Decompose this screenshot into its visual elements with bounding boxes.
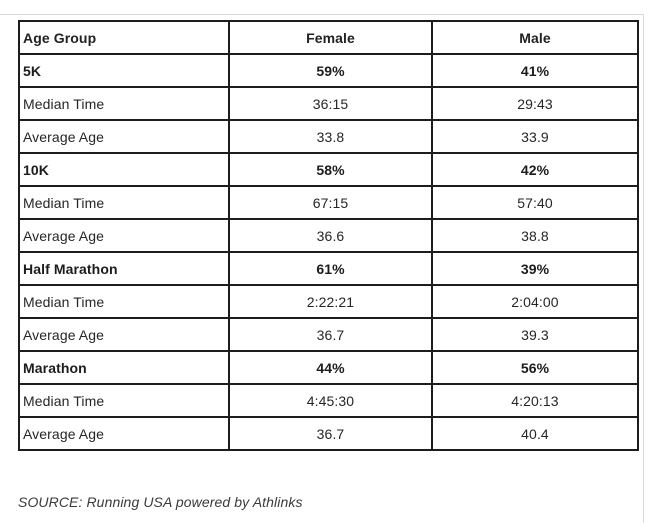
male-value-cell: 39%: [431, 251, 639, 286]
male-value-cell: 40.4: [431, 416, 639, 451]
female-value-cell: 2:22:21: [228, 284, 433, 319]
column-header-female: Female: [228, 20, 433, 55]
table-row: 5K 59% 41%: [18, 53, 639, 88]
female-value-cell: 4:45:30: [228, 383, 433, 418]
table-row: Average Age 33.8 33.9: [18, 119, 639, 154]
male-value-cell: 29:43: [431, 86, 639, 121]
table-row: Average Age 36.6 38.8: [18, 218, 639, 253]
male-value-cell: 57:40: [431, 185, 639, 220]
header-row: Age Group Female Male: [18, 20, 639, 55]
row-label-cell: Average Age: [18, 119, 230, 154]
female-value-cell: 67:15: [228, 185, 433, 220]
table-row: Average Age 36.7 39.3: [18, 317, 639, 352]
male-value-cell: 42%: [431, 152, 639, 187]
row-label-cell: 10K: [18, 152, 230, 187]
row-label-cell: 5K: [18, 53, 230, 88]
male-value-cell: 41%: [431, 53, 639, 88]
female-value-cell: 61%: [228, 251, 433, 286]
male-value-cell: 4:20:13: [431, 383, 639, 418]
row-label-cell: Median Time: [18, 86, 230, 121]
row-label-cell: Median Time: [18, 383, 230, 418]
female-value-cell: 59%: [228, 53, 433, 88]
female-value-cell: 36.7: [228, 416, 433, 451]
male-value-cell: 2:04:00: [431, 284, 639, 319]
row-label-cell: Median Time: [18, 284, 230, 319]
column-header-male: Male: [431, 20, 639, 55]
male-value-cell: 33.9: [431, 119, 639, 154]
row-label-cell: Half Marathon: [18, 251, 230, 286]
table-row: Median Time 4:45:30 4:20:13: [18, 383, 639, 418]
row-label-cell: Marathon: [18, 350, 230, 385]
male-value-cell: 39.3: [431, 317, 639, 352]
female-value-cell: 36:15: [228, 86, 433, 121]
table-row: Average Age 36.7 40.4: [18, 416, 639, 451]
column-header-age-group: Age Group: [18, 20, 230, 55]
table-row: Median Time 67:15 57:40: [18, 185, 639, 220]
female-value-cell: 36.7: [228, 317, 433, 352]
female-value-cell: 44%: [228, 350, 433, 385]
table-row: Median Time 2:22:21 2:04:00: [18, 284, 639, 319]
male-value-cell: 56%: [431, 350, 639, 385]
male-value-cell: 38.8: [431, 218, 639, 253]
row-label-cell: Average Age: [18, 416, 230, 451]
table-row: 10K 58% 42%: [18, 152, 639, 187]
table-row: Half Marathon 61% 39%: [18, 251, 639, 286]
row-label-cell: Average Age: [18, 218, 230, 253]
source-note: SOURCE: Running USA powered by Athlinks: [18, 494, 303, 510]
female-value-cell: 33.8: [228, 119, 433, 154]
table-row: Marathon 44% 56%: [18, 350, 639, 385]
row-label-cell: Average Age: [18, 317, 230, 352]
row-label-cell: Median Time: [18, 185, 230, 220]
table-body: 5K 59% 41% Median Time 36:15 29:43 Average Age…: [18, 53, 639, 451]
table-row: Median Time 36:15 29:43: [18, 86, 639, 121]
race-stats-table: Age Group Female Male 5K 59% 41% Median Tim…: [18, 20, 639, 451]
female-value-cell: 36.6: [228, 218, 433, 253]
female-value-cell: 58%: [228, 152, 433, 187]
